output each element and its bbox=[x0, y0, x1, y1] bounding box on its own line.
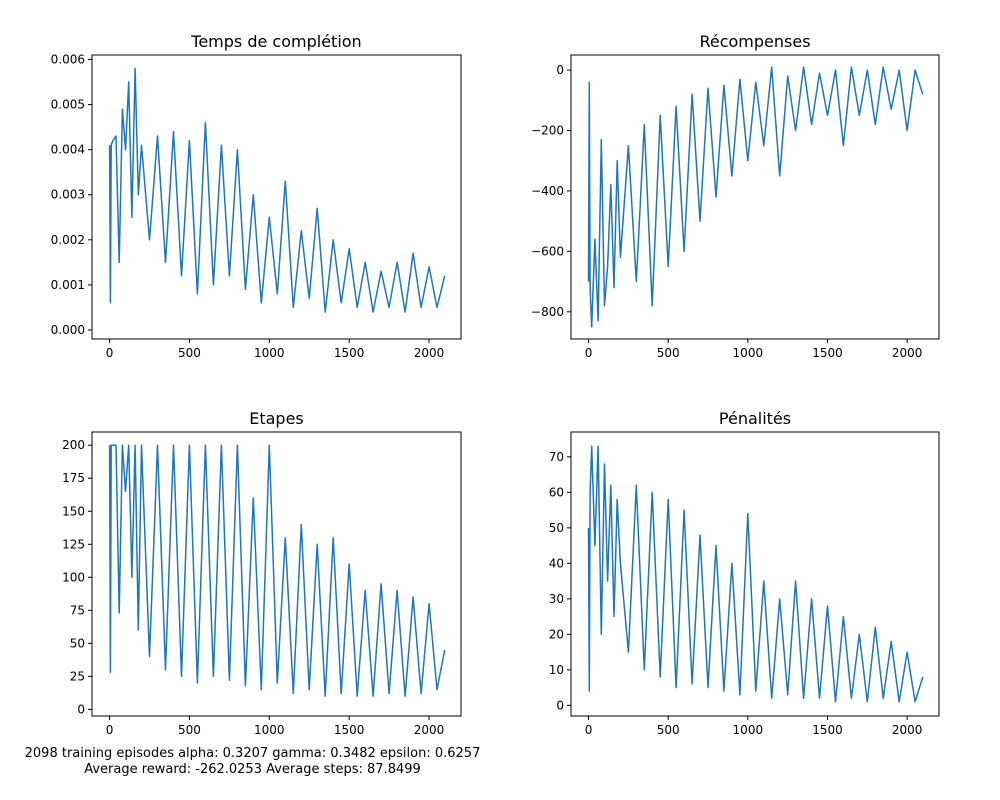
subplot-completion-time: Temps de complétion 0 500 1000 1500 2000 0.000… bbox=[51, 32, 462, 360]
rewards-plot-frame bbox=[570, 54, 940, 340]
rewards-x-tick-label: 2000 bbox=[892, 346, 923, 360]
completion-time-y-tick-label: 0.002 bbox=[51, 233, 85, 247]
steps-y-tick-label: 200 bbox=[62, 438, 85, 452]
rewards-y-tick-label: −400 bbox=[531, 184, 564, 198]
rewards-y-tick-label: −600 bbox=[531, 244, 564, 258]
completion-time-series-line bbox=[108, 67, 446, 313]
rewards-x-tick-label: 1500 bbox=[812, 346, 843, 360]
completion-time-y-tick-label: 0.006 bbox=[51, 53, 85, 67]
completion-time-x-tick-label: 1500 bbox=[334, 346, 365, 360]
penalties-y-tick-label: 20 bbox=[549, 627, 564, 641]
steps-series-line bbox=[108, 444, 446, 697]
steps-y-tick-label: 0 bbox=[77, 702, 85, 716]
rewards-x-tick-label: 500 bbox=[657, 346, 680, 360]
completion-time-x-tick-label: 1000 bbox=[254, 346, 285, 360]
steps-y-tick-label: 175 bbox=[62, 471, 85, 485]
steps-y-tick-label: 75 bbox=[70, 603, 85, 617]
penalties-y-tick-label: 10 bbox=[549, 663, 564, 677]
rewards-x-tick-label: 1000 bbox=[733, 346, 764, 360]
training-summary-line-2: Average reward: -262.0253 Average steps:… bbox=[84, 762, 421, 777]
penalties-y-tick-label: 0 bbox=[556, 698, 564, 712]
steps-x-tick-label: 500 bbox=[178, 723, 201, 737]
rewards-y-tick-label: −800 bbox=[531, 305, 564, 319]
completion-time-y-tick-label: 0.005 bbox=[51, 98, 85, 112]
penalties-x-tick-label: 500 bbox=[657, 723, 680, 737]
steps-y-tick-label: 100 bbox=[62, 570, 85, 584]
completion-time-x-tick-label: 2000 bbox=[414, 346, 445, 360]
completion-time-x-tick-label: 500 bbox=[178, 346, 201, 360]
steps-y-tick-label: 150 bbox=[62, 504, 85, 518]
steps-y-tick-label: 25 bbox=[70, 669, 85, 683]
steps-x-tick-label: 2000 bbox=[414, 723, 445, 737]
penalties-x-tick-label: 0 bbox=[585, 723, 593, 737]
steps-x-tick-label: 0 bbox=[106, 723, 114, 737]
completion-time-y-tick-label: 0.001 bbox=[51, 278, 85, 292]
completion-time-y-tick-label: 0.004 bbox=[51, 143, 85, 157]
subplot-penalties: Pénalités 0 500 1000 1500 2000 0 10 20 30 40 50 60 70 bbox=[549, 409, 940, 737]
completion-time-x-tick-label: 0 bbox=[106, 346, 114, 360]
penalties-y-tick-label: 30 bbox=[549, 592, 564, 606]
rewards-y-tick-label: −200 bbox=[531, 124, 564, 138]
penalties-x-tick-label: 1500 bbox=[812, 723, 843, 737]
completion-time-y-tick-label: 0.003 bbox=[51, 188, 85, 202]
subplot-steps: Etapes 0 500 1000 1500 2000 0 25 50 75 100 125 150 17… bbox=[62, 409, 462, 737]
steps-y-tick-label: 125 bbox=[62, 537, 85, 551]
penalties-title: Pénalités bbox=[719, 409, 791, 428]
penalties-x-tick-label: 2000 bbox=[892, 723, 923, 737]
penalties-x-tick-label: 1000 bbox=[733, 723, 764, 737]
rewards-y-tick-label: 0 bbox=[556, 63, 564, 77]
subplot-rewards: Récompenses 0 500 1000 1500 2000 −800 −600 −400 −… bbox=[531, 32, 940, 360]
completion-time-plot-frame bbox=[91, 54, 462, 340]
rewards-x-tick-label: 0 bbox=[585, 346, 593, 360]
completion-time-title: Temps de complétion bbox=[190, 32, 361, 51]
steps-x-tick-label: 1000 bbox=[254, 723, 285, 737]
penalties-series-line bbox=[587, 445, 924, 703]
training-summary-line-1: 2098 training episodes alpha: 0.3207 gam… bbox=[24, 746, 481, 761]
rewards-title: Récompenses bbox=[699, 32, 810, 51]
completion-time-y-tick-label: 0.000 bbox=[51, 323, 85, 337]
penalties-y-tick-label: 40 bbox=[549, 556, 564, 570]
steps-title: Etapes bbox=[249, 409, 304, 428]
penalties-y-tick-label: 70 bbox=[549, 450, 564, 464]
steps-y-tick-label: 50 bbox=[70, 636, 85, 650]
penalties-y-tick-label: 60 bbox=[549, 485, 564, 499]
rewards-series-line bbox=[587, 66, 924, 328]
training-summary: 2098 training episodes alpha: 0.3207 gam… bbox=[0, 746, 505, 778]
penalties-y-tick-label: 50 bbox=[549, 521, 564, 535]
steps-x-tick-label: 1500 bbox=[334, 723, 365, 737]
